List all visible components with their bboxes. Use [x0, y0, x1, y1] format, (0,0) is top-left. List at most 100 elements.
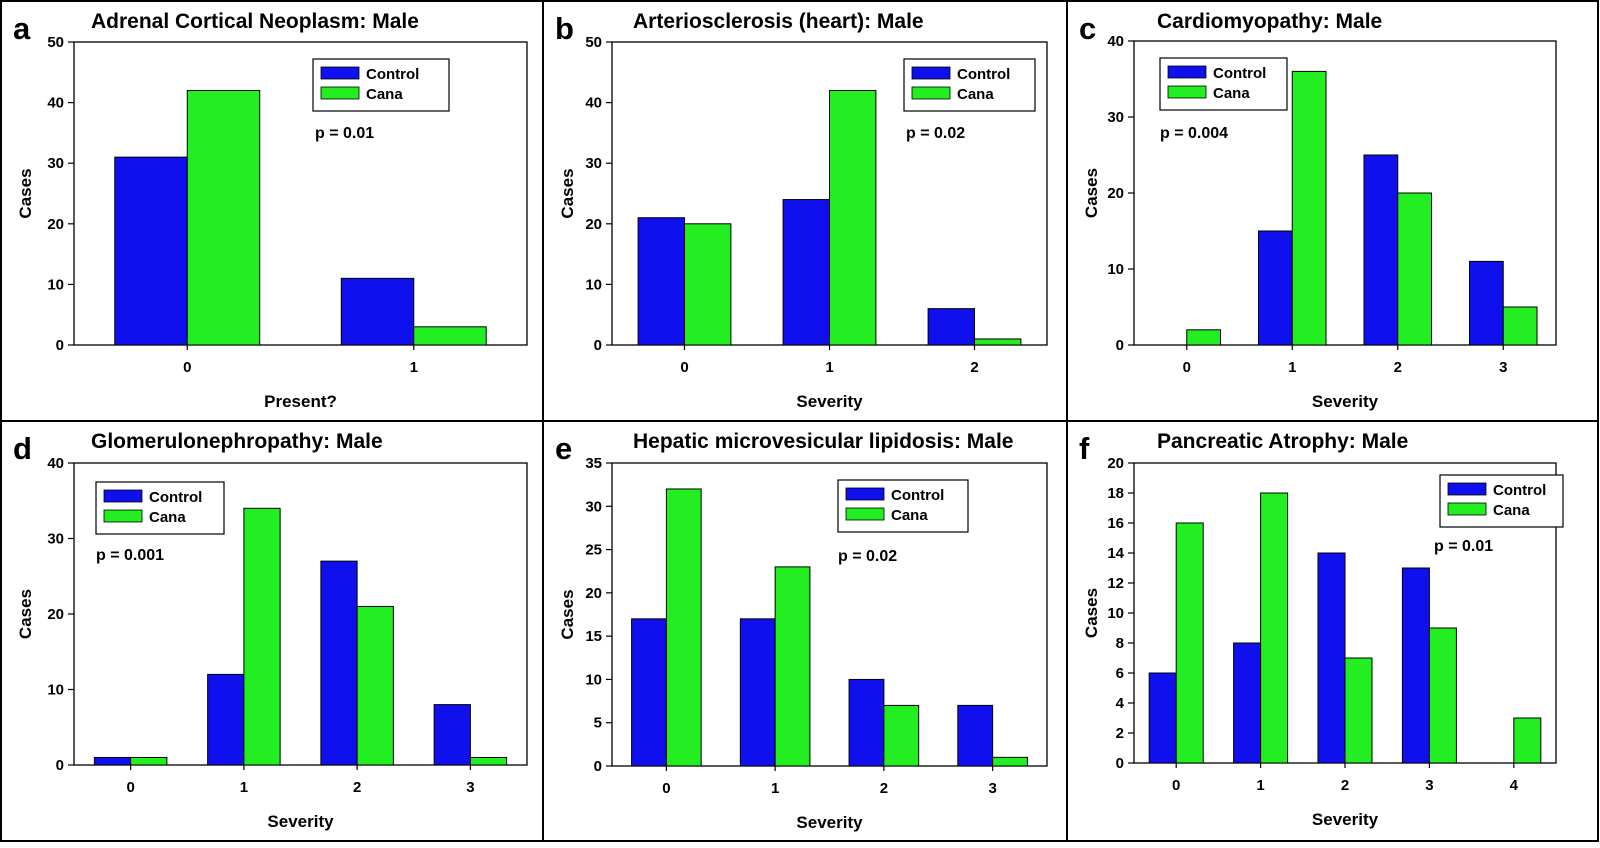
x-tick-label: 2 — [880, 780, 888, 797]
bar-control — [1401, 567, 1430, 764]
y-tick-label: 40 — [585, 95, 602, 112]
panel-f: f Pancreatic Atrophy: Male024681012141618… — [1079, 430, 1564, 829]
legend-label-control: Control — [149, 489, 202, 506]
bar-control — [1363, 154, 1399, 346]
legend-label-control: Control — [891, 487, 944, 504]
x-tick-label: 2 — [353, 779, 361, 796]
legend-label-control: Control — [366, 66, 419, 83]
legend: Control Cana — [1439, 474, 1564, 528]
y-tick-label: 20 — [1107, 185, 1124, 202]
x-axis-label: Severity — [796, 813, 863, 832]
y-axis-label: Cases — [1082, 168, 1101, 218]
y-tick-label: 15 — [585, 628, 602, 645]
x-tick-label: 3 — [1425, 777, 1433, 794]
y-tick-label: 10 — [47, 682, 64, 699]
bar-cana — [130, 756, 168, 766]
bar-control — [207, 673, 245, 766]
legend-swatch-cana — [845, 507, 885, 521]
legend-label-cana: Cana — [1493, 502, 1530, 519]
legend-label-control: Control — [1213, 65, 1266, 82]
y-tick-label: 30 — [585, 498, 602, 515]
p-value-annotation: p = 0.004 — [1160, 125, 1228, 142]
bar-control — [320, 560, 358, 766]
legend: Control Cana — [837, 479, 969, 533]
bar-control — [1233, 642, 1262, 764]
y-tick-label: 10 — [47, 276, 64, 293]
bar-cana — [665, 488, 702, 767]
panel-a: a Adrenal Cortical Neoplasm: Male01020304… — [13, 10, 528, 411]
bar-control — [739, 618, 776, 767]
x-tick-label: 1 — [771, 780, 779, 797]
legend-label-cana: Cana — [1213, 85, 1250, 102]
y-tick-label: 0 — [594, 758, 602, 775]
y-tick-label: 16 — [1107, 515, 1124, 532]
legend-label-cana: Cana — [366, 86, 403, 103]
y-tick-label: 10 — [1107, 261, 1124, 278]
x-axis-label: Severity — [267, 812, 334, 831]
bar-cana — [974, 338, 1022, 346]
legend-swatch-control — [1447, 482, 1487, 496]
y-tick-label: 14 — [1107, 545, 1124, 562]
y-tick-label: 50 — [585, 34, 602, 51]
y-tick-label: 0 — [1116, 337, 1124, 354]
bar-cana — [469, 756, 508, 766]
y-tick-label: 10 — [585, 671, 602, 688]
x-axis-label: Present? — [264, 392, 337, 411]
bar-control — [1317, 552, 1346, 764]
x-tick-label: 0 — [183, 359, 191, 376]
x-tick-label: 3 — [1499, 359, 1507, 376]
y-tick-label: 30 — [585, 155, 602, 172]
legend-swatch-control — [103, 489, 143, 503]
y-axis-label: Cases — [558, 589, 577, 639]
y-axis-label: Cases — [1082, 588, 1101, 638]
bar-control — [782, 199, 830, 346]
p-value-annotation: p = 0.01 — [315, 125, 374, 142]
y-tick-label: 8 — [1116, 635, 1124, 652]
x-tick-label: 3 — [466, 779, 474, 796]
x-tick-label: 1 — [1256, 777, 1264, 794]
x-tick-label: 4 — [1510, 777, 1519, 794]
bar-cana — [1344, 657, 1373, 764]
bar-cana — [1513, 717, 1542, 764]
legend: Control Cana — [903, 58, 1036, 112]
y-tick-label: 5 — [594, 715, 602, 732]
bar-cana — [413, 326, 487, 346]
y-tick-label: 18 — [1107, 485, 1124, 502]
panel-letter: d — [13, 431, 32, 466]
p-value-annotation: p = 0.01 — [1434, 538, 1493, 555]
legend-label-cana: Cana — [957, 86, 994, 103]
y-tick-label: 50 — [47, 34, 64, 51]
y-tick-label: 0 — [1116, 755, 1124, 772]
x-tick-label: 0 — [1172, 777, 1180, 794]
bar-cana — [1186, 329, 1222, 346]
bar-cana — [1428, 627, 1457, 764]
bar-control — [637, 217, 685, 346]
y-tick-label: 40 — [47, 95, 64, 112]
bar-cana — [1397, 192, 1433, 346]
y-axis-label: Cases — [16, 589, 35, 639]
legend-swatch-control — [845, 487, 885, 501]
legend-label-control: Control — [1493, 482, 1546, 499]
panel-title: Pancreatic Atrophy: Male — [1157, 430, 1408, 453]
panel-letter: b — [555, 11, 574, 46]
bar-cana — [186, 89, 261, 346]
bar-cana — [1175, 522, 1204, 764]
legend-swatch-control — [911, 66, 951, 80]
y-tick-label: 0 — [56, 757, 64, 774]
x-tick-label: 2 — [1394, 359, 1402, 376]
x-axis-label: Severity — [796, 392, 863, 411]
y-axis-label: Cases — [16, 168, 35, 218]
y-tick-label: 30 — [47, 531, 64, 548]
y-tick-label: 20 — [1107, 455, 1124, 472]
x-tick-label: 3 — [988, 780, 996, 797]
y-tick-label: 20 — [585, 585, 602, 602]
x-tick-label: 0 — [680, 359, 688, 376]
bar-cana — [774, 566, 811, 767]
bar-control — [631, 618, 667, 767]
panel-letter: f — [1079, 431, 1090, 466]
legend-label-control: Control — [957, 66, 1010, 83]
panel-letter: a — [13, 11, 31, 46]
panel-letter: e — [555, 431, 572, 466]
